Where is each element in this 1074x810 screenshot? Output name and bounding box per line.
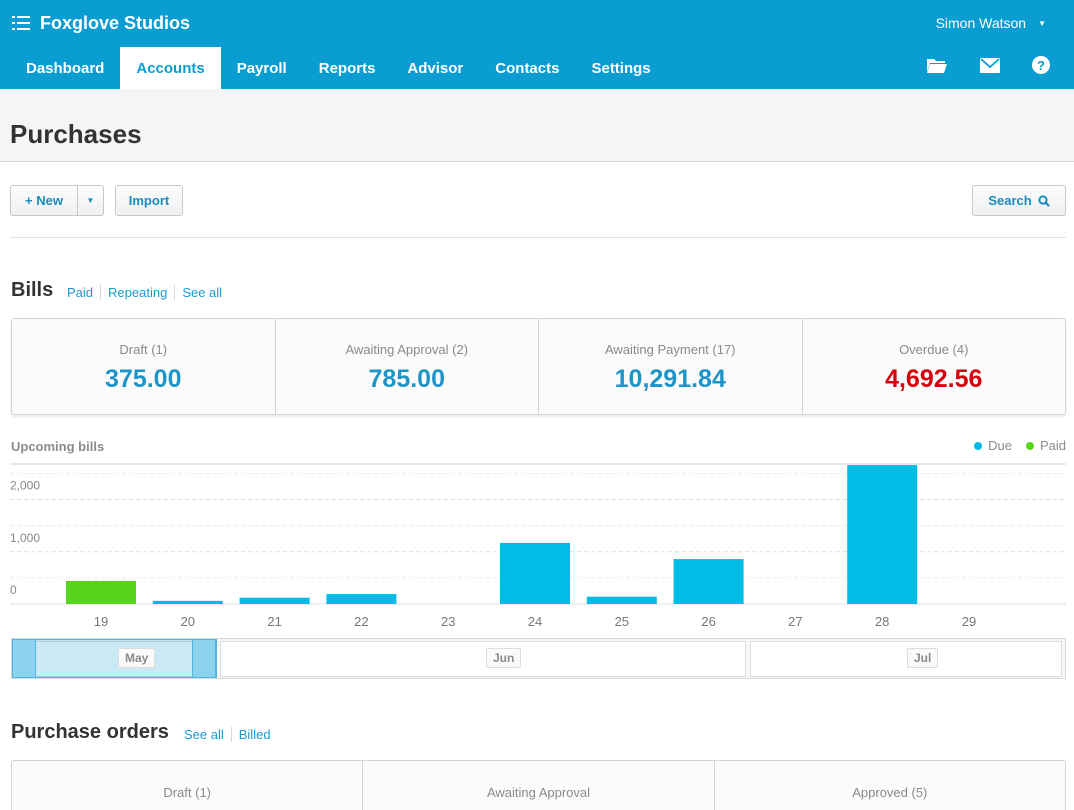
legend-label-paid: Paid bbox=[1039, 438, 1066, 453]
upcoming-bills-chart[interactable]: 0 1,000 2,000 19 20 21 22 23 24 25 26 27 28 29 bbox=[0, 455, 1074, 635]
x-tick-label: 19 bbox=[94, 614, 108, 629]
bar-paid-19 bbox=[66, 581, 136, 604]
legend-dot-paid bbox=[1025, 441, 1034, 450]
svg-text:?: ? bbox=[1037, 58, 1045, 73]
tab-contacts[interactable]: Contacts bbox=[495, 60, 560, 77]
page-title: Purchases bbox=[10, 119, 142, 149]
user-menu[interactable]: Simon Watson ▼ bbox=[936, 15, 1046, 31]
card-value: 375.00 bbox=[105, 365, 182, 393]
po-card-approved[interactable]: Approved (5) bbox=[713, 761, 1065, 810]
tab-advisor[interactable]: Advisor bbox=[407, 60, 464, 77]
range-month-jul: Jul bbox=[907, 648, 939, 668]
tab-payroll[interactable]: Payroll bbox=[236, 60, 287, 77]
x-tick-label: 20 bbox=[181, 614, 195, 629]
bar-due-20 bbox=[152, 600, 223, 604]
organisation-name[interactable]: Foxglove Studios bbox=[40, 12, 191, 33]
legend-dot-due bbox=[974, 441, 983, 450]
top-bar: Foxglove Studios Simon Watson ▼ Dashboar… bbox=[0, 0, 1074, 89]
search-button[interactable]: Search bbox=[972, 185, 1066, 216]
y-tick-label: 0 bbox=[10, 583, 17, 597]
bills-card-overdue[interactable]: Overdue (4) 4,692.56 bbox=[801, 319, 1066, 414]
divider bbox=[10, 237, 1066, 238]
range-handle-left[interactable] bbox=[12, 639, 36, 678]
range-month-may: May bbox=[118, 648, 156, 668]
user-name[interactable]: Simon Watson bbox=[935, 15, 1027, 31]
y-tick-label: 1,000 bbox=[10, 531, 40, 545]
po-card-awaiting-approval[interactable]: Awaiting Approval bbox=[362, 761, 713, 810]
x-tick-label: 26 bbox=[701, 614, 715, 629]
x-tick-label: 27 bbox=[788, 614, 802, 629]
card-label: Awaiting Approval (2) bbox=[345, 342, 469, 357]
chevron-down-icon[interactable]: ▼ bbox=[1038, 18, 1046, 28]
bills-link-paid[interactable]: Paid bbox=[67, 285, 94, 300]
purchase-orders-title: Purchase orders bbox=[11, 721, 169, 743]
new-button-label[interactable]: + New bbox=[25, 193, 63, 208]
card-label: Awaiting Payment (17) bbox=[604, 342, 736, 357]
x-tick-label: 28 bbox=[875, 614, 889, 629]
card-label: Overdue (4) bbox=[899, 342, 969, 357]
range-segment-jun[interactable] bbox=[220, 641, 746, 677]
header-icons: ? bbox=[926, 56, 1050, 74]
bar-due-26 bbox=[673, 559, 744, 604]
x-tick-label: 22 bbox=[354, 614, 368, 629]
page-header: Purchases bbox=[0, 89, 1074, 162]
bar-due-25 bbox=[586, 596, 657, 604]
legend-item-paid: Paid bbox=[1025, 438, 1066, 453]
main-nav: Dashboard Accounts Payroll Reports Advis… bbox=[10, 47, 667, 89]
range-month-jun: Jun bbox=[486, 648, 522, 668]
bar-due-21 bbox=[239, 597, 310, 604]
folder-icon[interactable] bbox=[926, 56, 948, 74]
bills-summary: Draft (1) 375.00 Awaiting Approval (2) 7… bbox=[11, 318, 1066, 415]
brand[interactable]: Foxglove Studios bbox=[12, 10, 190, 36]
card-value: 785.00 bbox=[368, 365, 445, 393]
range-selection[interactable] bbox=[12, 639, 217, 678]
card-value-overdue: 4,692.56 bbox=[885, 365, 983, 393]
chart-title: Upcoming bills bbox=[11, 439, 105, 454]
bills-card-awaiting-approval[interactable]: Awaiting Approval (2) 785.00 bbox=[274, 319, 539, 414]
search-button-label[interactable]: Search bbox=[988, 193, 1032, 208]
new-button[interactable]: + New ▼ bbox=[10, 185, 104, 216]
tab-settings[interactable]: Settings bbox=[591, 60, 651, 77]
range-segment-jul[interactable] bbox=[750, 641, 1062, 677]
import-button[interactable]: Import bbox=[115, 185, 183, 216]
purchase-orders-summary: Draft (1) Awaiting Approval Approved (5) bbox=[11, 760, 1066, 810]
card-label: Draft (1) bbox=[119, 342, 168, 357]
tab-reports[interactable]: Reports bbox=[318, 60, 376, 77]
x-tick-label: 25 bbox=[615, 614, 629, 629]
bills-title: Bills bbox=[11, 279, 54, 301]
x-tick-label: 24 bbox=[528, 614, 542, 629]
po-card-draft[interactable]: Draft (1) bbox=[163, 785, 211, 800]
menu-list-icon[interactable] bbox=[12, 15, 30, 31]
button-divider bbox=[77, 186, 78, 215]
chevron-down-icon[interactable]: ▼ bbox=[86, 196, 95, 205]
bills-card-draft[interactable]: Draft (1) 375.00 bbox=[12, 319, 275, 414]
legend-label-due: Due bbox=[988, 438, 1012, 453]
card-value: 10,291.84 bbox=[614, 365, 726, 393]
bar-due-28 bbox=[847, 465, 918, 604]
bills-links: Paid Repeating See all bbox=[67, 285, 229, 300]
bar-due-22 bbox=[326, 594, 397, 604]
bills-card-awaiting-payment[interactable]: Awaiting Payment (17) 10,291.84 bbox=[538, 319, 802, 414]
chart-legend: Due Paid bbox=[974, 438, 1066, 453]
tab-dashboard[interactable]: Dashboard bbox=[26, 60, 105, 77]
bills-link-repeating[interactable]: Repeating bbox=[100, 285, 174, 300]
x-tick-label: 21 bbox=[267, 614, 281, 629]
purchase-orders-links: See all Billed bbox=[184, 727, 278, 742]
y-tick-label: 2,000 bbox=[10, 479, 40, 493]
x-tick-label: 29 bbox=[962, 614, 976, 629]
bills-link-see-all[interactable]: See all bbox=[174, 285, 229, 300]
x-tick-label: 23 bbox=[441, 614, 455, 629]
legend-item-due: Due bbox=[974, 438, 1012, 453]
help-icon[interactable]: ? bbox=[1032, 56, 1050, 74]
date-range-navigator[interactable]: May Jun Jul bbox=[11, 638, 1066, 679]
mail-icon[interactable] bbox=[980, 57, 1000, 73]
bar-due-24 bbox=[500, 542, 570, 604]
search-icon[interactable] bbox=[1038, 194, 1050, 207]
po-link-see-all[interactable]: See all bbox=[184, 727, 224, 742]
tab-accounts[interactable]: Accounts bbox=[120, 47, 221, 89]
po-link-billed[interactable]: Billed bbox=[230, 727, 278, 742]
range-handle-right[interactable] bbox=[192, 639, 216, 678]
